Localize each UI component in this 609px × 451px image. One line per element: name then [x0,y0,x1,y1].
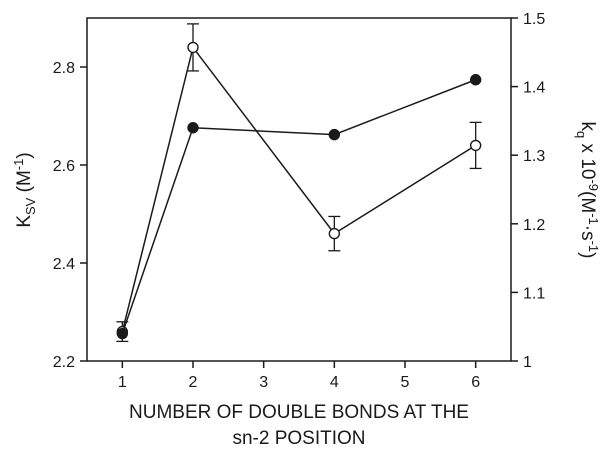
x-tick-label: 4 [330,374,339,391]
left-y-axis-ticks: 2.2 2.4 2.6 2.8 [53,60,87,371]
open-data-point [328,227,341,240]
left-y-tick-label: 2.4 [53,256,75,273]
x-tick-label: 2 [189,374,198,391]
filled-data-point [328,128,341,141]
left-y-tick-label: 2.8 [53,60,75,77]
right-y-tick-label: 1.4 [523,80,545,97]
right-y-axis-title: kq x 10-9(M-1·s-1) [574,122,601,259]
right-y-tick-label: 1.3 [523,148,545,165]
left-y-tick-label: 2.2 [53,354,75,371]
left-y-tick-label: 2.6 [53,158,75,175]
right-y-tick-label: 1.2 [523,217,545,234]
plot-frame [86,17,512,362]
x-tick-label: 6 [471,374,480,391]
x-tick-label: 5 [401,374,410,391]
filled-data-point [187,122,199,134]
right-y-tick-label: 1 [523,354,532,371]
series-line [121,45,477,332]
x-axis-title-line1: NUMBER OF DOUBLE BONDS AT THE [129,402,469,423]
series-layer [116,23,482,343]
filled-data-point [469,74,482,86]
open-data-point [469,139,482,152]
x-tick-label: 3 [259,374,268,391]
series-2 [116,74,482,340]
x-tick-label: 1 [118,374,127,391]
filled-data-point [116,327,129,340]
right-y-axis-ticks: 1 1.1 1.2 1.3 1.4 1.5 [511,11,545,371]
x-axis-ticks: 1 2 3 4 5 6 [118,361,480,391]
left-y-axis-title: KSV (M-1) [11,152,38,227]
series-1 [116,23,482,343]
open-data-point [187,41,199,54]
x-axis-title-line2: sn-2 POSITION [232,428,365,449]
series-line [121,79,476,334]
right-y-tick-label: 1.1 [523,285,545,302]
right-y-tick-label: 1.5 [523,11,545,28]
